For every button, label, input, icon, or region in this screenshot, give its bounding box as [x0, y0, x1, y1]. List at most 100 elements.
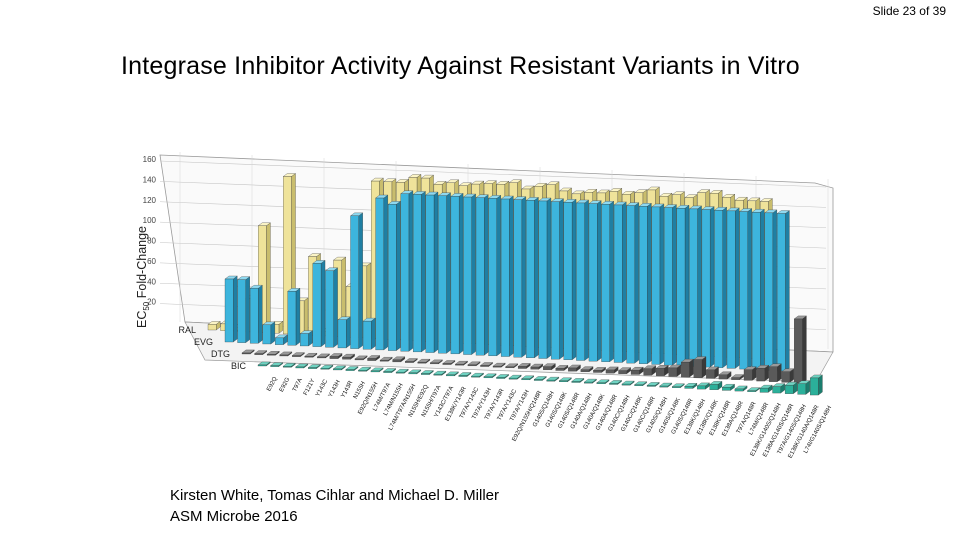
bar-front — [538, 200, 548, 359]
bar-bic-31 — [646, 382, 660, 387]
bar-side — [802, 315, 807, 384]
bar-front — [593, 370, 602, 373]
bar-bic-38 — [734, 385, 748, 392]
bar-front — [508, 377, 518, 380]
credits-authors: Kirsten White, Tomas Cihlar and Michael … — [170, 487, 499, 504]
bar-front — [282, 366, 292, 368]
bar-dtg-42 — [768, 363, 782, 383]
bar-front — [530, 366, 540, 370]
bar-front — [383, 371, 392, 373]
bar-front — [266, 354, 276, 356]
category-label: E92G — [279, 376, 292, 393]
bar-side — [709, 206, 715, 368]
bar-side — [785, 210, 790, 372]
slide-counter: Slide 23 of 39 — [872, 4, 946, 18]
bar-dtg-21 — [505, 363, 519, 369]
bar-evg-26 — [550, 198, 564, 360]
bar-front — [656, 368, 665, 376]
bar-bic-14 — [433, 370, 447, 376]
bar-front — [546, 379, 556, 382]
bar-evg-2 — [249, 284, 263, 344]
bar-evg-18 — [450, 193, 464, 355]
bar-front — [689, 208, 698, 367]
bar-bic-17 — [470, 372, 484, 378]
bar-dtg-38 — [718, 371, 732, 380]
bar-side — [735, 207, 740, 369]
bar-evg-13 — [387, 201, 401, 351]
bar-front — [714, 210, 723, 368]
category-label: E92Q — [266, 376, 279, 393]
bar-front — [358, 370, 367, 372]
bar-bic-12 — [408, 369, 422, 375]
y-axis-label-rest: Fold-Change — [135, 226, 149, 302]
bar-front — [681, 361, 690, 378]
series-label-evg: EVG — [194, 337, 213, 347]
bar-evg-19 — [463, 193, 477, 355]
bar-dtg-25 — [555, 365, 569, 371]
bar-bic-23 — [546, 376, 560, 382]
bar-front — [526, 200, 535, 358]
bar-side — [245, 276, 250, 343]
bar-front — [300, 333, 309, 347]
bar-evg-33 — [638, 202, 652, 365]
bar-evg-44 — [776, 210, 790, 372]
bar-dtg-43 — [781, 368, 795, 383]
bar-dtg-41 — [756, 364, 770, 382]
bar-evg-6 — [299, 330, 313, 347]
bar-front — [810, 377, 819, 396]
bar-dtg-12 — [392, 356, 406, 363]
bar-side — [546, 197, 552, 359]
category-label: Y143H — [328, 379, 342, 398]
bar-side — [701, 356, 707, 379]
bar-front — [471, 376, 480, 378]
bar-front — [517, 366, 527, 369]
bar-front — [287, 291, 297, 346]
bar-front — [270, 365, 279, 367]
bar-evg-29 — [588, 200, 602, 362]
bar-front — [237, 279, 246, 343]
bar-front — [634, 384, 643, 386]
bar-evg-39 — [714, 206, 728, 369]
bar-dtg-15 — [429, 359, 443, 365]
bar-dtg-7 — [329, 353, 343, 359]
bar-side — [383, 194, 388, 351]
bar-evg-30 — [601, 201, 615, 363]
bar-front — [722, 387, 731, 391]
bar-front — [739, 211, 748, 370]
bar-front — [521, 378, 530, 381]
bar-front — [726, 210, 736, 369]
bar-front — [664, 207, 673, 366]
bar-side — [509, 195, 514, 357]
bar-bic-5 — [320, 364, 334, 370]
bar-front — [370, 370, 380, 373]
bar-front — [408, 372, 417, 375]
bar-dtg-31 — [630, 366, 644, 375]
bar-bic-34 — [684, 383, 698, 389]
bar-bic-1 — [270, 362, 284, 367]
bar-side — [772, 209, 777, 371]
bar-front — [706, 369, 715, 379]
bar-side — [496, 195, 501, 357]
bar-bic-44 — [809, 374, 823, 396]
bar-dtg-2 — [266, 350, 280, 356]
bar-evg-8 — [324, 267, 339, 348]
bar-evg-20 — [475, 194, 489, 356]
bar-front — [563, 202, 573, 360]
bar-dtg-0 — [241, 349, 255, 355]
bar-front — [576, 202, 585, 361]
bar-front — [797, 383, 807, 395]
bar-dtg-14 — [417, 358, 431, 364]
bar-bic-6 — [332, 365, 346, 371]
bar-front — [500, 198, 510, 357]
bar-bic-8 — [357, 366, 372, 372]
bar-front — [275, 337, 284, 345]
bar-evg-24 — [525, 197, 539, 359]
y-tick-label: 80 — [147, 237, 156, 246]
bar-dtg-44 — [793, 315, 807, 384]
bar-bic-19 — [496, 374, 510, 379]
bar-front — [224, 278, 234, 343]
bar-dtg-5 — [304, 352, 318, 358]
bar-front — [207, 324, 217, 331]
bar-side — [559, 198, 564, 360]
y-tick-label: 120 — [143, 196, 157, 205]
